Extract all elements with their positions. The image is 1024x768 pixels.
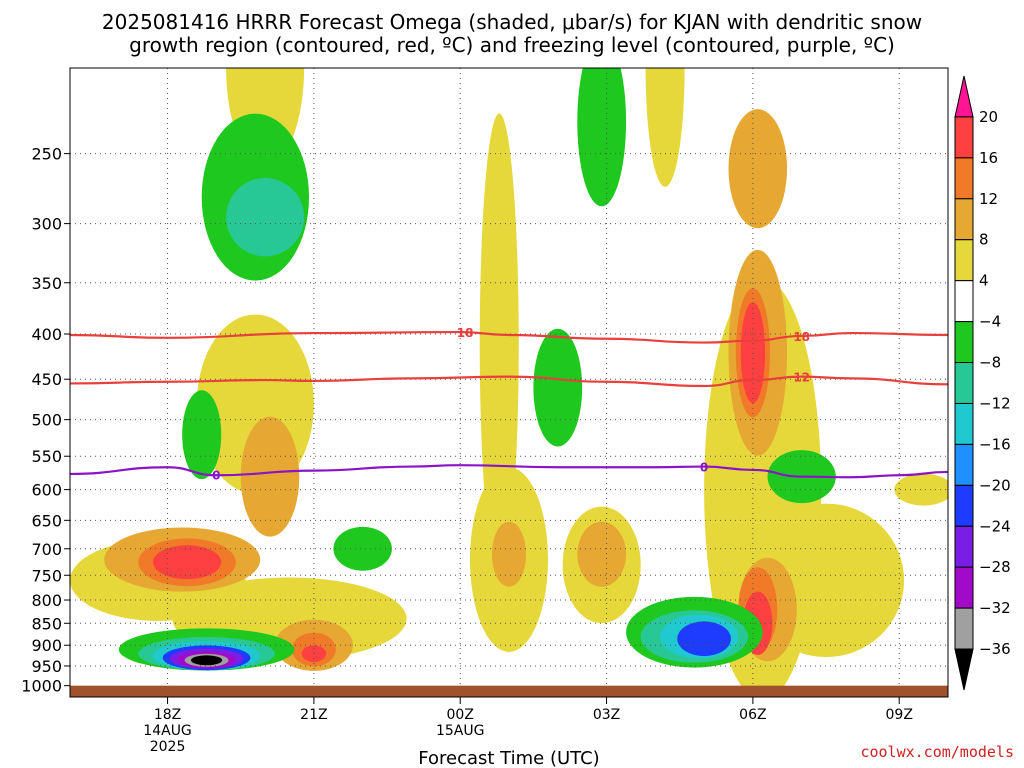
x-axis-label: Forecast Time (UTC)	[418, 748, 599, 768]
y-tick-label: 900	[31, 636, 62, 655]
colorbar-segment	[954, 402, 974, 445]
contour-dgz_12	[70, 375, 948, 388]
colorbar-level-label: −4	[979, 313, 1001, 331]
x-tick-date: 14AUG	[143, 723, 192, 739]
x-tick-label: 06Z	[739, 707, 766, 723]
credit-text: coolwx.com/models	[860, 743, 1014, 761]
colorbar-segment	[954, 321, 974, 364]
x-tick-label: 03Z	[593, 707, 620, 723]
colorbar-level-label: −28	[979, 558, 1011, 576]
omega-region-28	[182, 390, 222, 480]
y-axis: 250 300 350 400 450 500 550 600 650 700 750 800 850 9…	[21, 145, 70, 696]
y-tick-label: 500	[31, 411, 62, 430]
colorbar-segment	[954, 239, 974, 282]
contour-label-dgz_12: 12	[793, 371, 810, 385]
colorbar-segment	[954, 607, 974, 650]
x-tick-label: 09Z	[886, 707, 913, 723]
contour-label-dgz_18: 18	[457, 326, 474, 340]
y-tick-label: 600	[31, 481, 62, 500]
colorbar-segment	[954, 443, 974, 486]
colorbar-segment	[954, 280, 974, 323]
colorbar-segment	[954, 157, 974, 200]
omega-region-41	[677, 621, 731, 657]
y-tick-label: 1000	[21, 677, 62, 696]
omega-shading	[70, 68, 948, 697]
omega-region-35	[226, 177, 305, 257]
surface-band	[70, 685, 948, 697]
colorbar-segment	[954, 116, 974, 159]
colorbar-segment	[954, 525, 974, 568]
colorbar-level-label: 12	[979, 190, 998, 208]
y-tick-label: 400	[31, 325, 62, 344]
colorbar-segment	[954, 362, 974, 404]
contour-lines: 18 18 12 0 0	[70, 326, 948, 483]
colorbar-segment	[954, 198, 974, 241]
omega-region-16	[728, 109, 788, 229]
x-tick-date: 15AUG	[436, 723, 485, 739]
omega-region-24	[740, 302, 766, 404]
colorbar-level-label: 20	[979, 108, 998, 126]
contour-label-dgz_18: 18	[793, 330, 810, 344]
y-tick-label: 850	[31, 614, 62, 633]
colorbar-level-label: 16	[979, 149, 998, 167]
omega-region-12	[240, 416, 300, 537]
colorbar-segment	[954, 484, 974, 527]
colorbar-level-label: −20	[979, 476, 1011, 494]
plot-frame	[69, 67, 949, 698]
y-tick-label: 750	[31, 566, 62, 585]
contour-dgz_18	[70, 330, 948, 344]
colorbar-level-label: −24	[979, 517, 1011, 535]
chart-title-line2: growth region (contoured, red, ºC) and f…	[129, 33, 895, 57]
y-tick-label: 350	[31, 274, 62, 293]
y-tick-label: 250	[31, 145, 62, 164]
omega-region-31	[333, 526, 392, 571]
y-tick-label: 950	[31, 657, 62, 676]
colorbar-level-label: −16	[979, 435, 1011, 453]
y-tick-label: 700	[31, 540, 62, 559]
colorbar-level-label: −36	[979, 640, 1011, 658]
omega-region-6	[645, 68, 685, 187]
colorbar-level-label: 4	[979, 272, 989, 290]
contour-label-freezing_level_0: 0	[212, 469, 220, 483]
omega-region-8	[894, 473, 948, 506]
chart-title-line1: 2025081416 HRRR Forecast Omega (shaded, …	[102, 10, 922, 34]
colorbar-bottom-arrow	[954, 648, 974, 691]
colorbar-top-arrow	[954, 75, 974, 118]
x-tick-year: 2025	[150, 739, 186, 755]
x-tick-label: 18Z	[154, 707, 181, 723]
colorbar-level-label: −8	[979, 354, 1001, 372]
omega-region-13	[491, 521, 527, 587]
y-tick-label: 450	[31, 370, 62, 389]
y-tick-label: 550	[31, 447, 62, 466]
x-tick-label: 21Z	[300, 707, 327, 723]
x-tick-label: 00Z	[447, 707, 474, 723]
contour-label-freezing_level_0: 0	[700, 461, 708, 475]
y-tick-label: 650	[31, 511, 62, 530]
y-tick-label: 800	[31, 591, 62, 610]
colorbar: 20 16 12 8 4 −4 −8 −12 −16 −20 −24 −28 −32 −36	[954, 75, 1011, 691]
omega-region-23	[152, 545, 222, 580]
contour-freezing_level_0	[70, 464, 948, 479]
omega-region-30	[577, 68, 627, 207]
y-tick-label: 300	[31, 215, 62, 234]
colorbar-level-label: −32	[979, 599, 1011, 617]
colorbar-level-label: −12	[979, 394, 1011, 412]
omega-region-10	[479, 113, 519, 574]
colorbar-level-label: 8	[979, 231, 989, 249]
omega-region-29	[533, 328, 583, 447]
colorbar-segment	[954, 566, 974, 609]
omega-region-45	[190, 655, 223, 666]
omega-region-14	[577, 521, 627, 587]
